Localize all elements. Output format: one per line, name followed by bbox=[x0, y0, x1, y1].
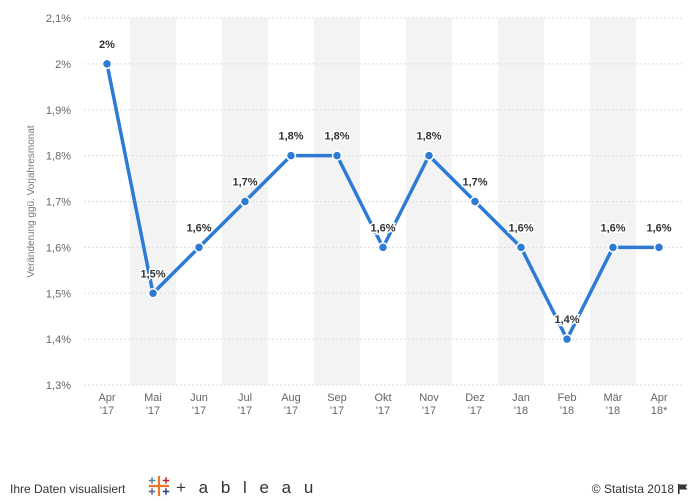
data-point bbox=[239, 196, 251, 207]
y-tick-label: 1,4% bbox=[46, 334, 71, 346]
data-label: 1,8% bbox=[278, 131, 303, 143]
y-tick-label: 1,9% bbox=[46, 105, 71, 117]
y-tick-label: 1,6% bbox=[46, 242, 71, 254]
data-point bbox=[653, 242, 665, 253]
data-label: 2% bbox=[99, 39, 115, 51]
y-tick-label: 1,8% bbox=[46, 151, 71, 163]
x-tick-label: Aug '17 bbox=[281, 392, 301, 417]
data-label: 1,6% bbox=[186, 222, 211, 234]
y-tick-label: 1,3% bbox=[46, 380, 71, 392]
data-point bbox=[469, 196, 481, 207]
data-label: 1,8% bbox=[324, 131, 349, 143]
data-label: 1,7% bbox=[462, 177, 487, 189]
chart-footer: Ihre Daten visualisiert + a b l e a u © … bbox=[0, 472, 700, 502]
data-point bbox=[561, 333, 573, 345]
x-tick-label: Jun '17 bbox=[190, 392, 208, 417]
data-point bbox=[285, 150, 297, 161]
line-chart: 1,3% 1,4% 1,5% 1,6% 1,7% 1,8% 1,9% 2% 2,1% Veränd… bbox=[26, 13, 682, 417]
data-label: 1,6% bbox=[370, 222, 395, 234]
tableau-logo-icon[interactable] bbox=[148, 475, 170, 497]
statista-copyright[interactable]: © Statista 2018 bbox=[592, 482, 688, 496]
data-label: 1,7% bbox=[232, 177, 257, 189]
x-tick-label: Nov '17 bbox=[419, 392, 439, 417]
data-point bbox=[101, 58, 113, 70]
x-tick-label: Jul '17 bbox=[238, 392, 252, 417]
x-tick-label: Jan '18 bbox=[512, 392, 530, 417]
y-tick-label: 2% bbox=[55, 59, 71, 71]
y-tick-label: 1,5% bbox=[46, 288, 71, 300]
data-label: 1,5% bbox=[140, 268, 165, 280]
x-tick-label: Mär '18 bbox=[604, 392, 623, 417]
copyright-text: © Statista 2018 bbox=[591, 482, 674, 496]
data-label: 1,6% bbox=[600, 222, 625, 234]
data-point bbox=[423, 150, 435, 161]
visualized-note: Ihre Daten visualisiert bbox=[10, 482, 126, 496]
data-point bbox=[607, 242, 619, 253]
x-tick-label: Feb '18 bbox=[558, 392, 577, 417]
x-tick-label: Sep '17 bbox=[327, 392, 347, 417]
data-label: 1,8% bbox=[416, 131, 441, 143]
x-tick-label: Apr '17 bbox=[98, 392, 115, 417]
flag-icon[interactable] bbox=[678, 484, 688, 494]
data-point bbox=[147, 288, 159, 299]
data-point bbox=[515, 242, 527, 253]
x-tick-label: Okt '17 bbox=[374, 392, 391, 417]
tableau-wordmark[interactable]: + a b l e a u bbox=[176, 478, 318, 497]
y-axis-title: Veränderung ggü. Vorjahresmonat bbox=[26, 125, 37, 278]
x-tick-label: Apr 18* bbox=[650, 392, 668, 417]
data-label: 1,6% bbox=[508, 222, 533, 234]
y-tick-label: 1,7% bbox=[46, 197, 71, 209]
data-point bbox=[331, 150, 343, 161]
data-point bbox=[193, 242, 205, 253]
data-label: 1,4% bbox=[554, 314, 579, 326]
x-tick-label: Mai '17 bbox=[144, 392, 162, 417]
x-tick-label: Dez '17 bbox=[465, 392, 485, 417]
data-label: 1,6% bbox=[646, 222, 671, 234]
data-point bbox=[377, 242, 389, 253]
y-tick-label: 2,1% bbox=[46, 13, 71, 25]
